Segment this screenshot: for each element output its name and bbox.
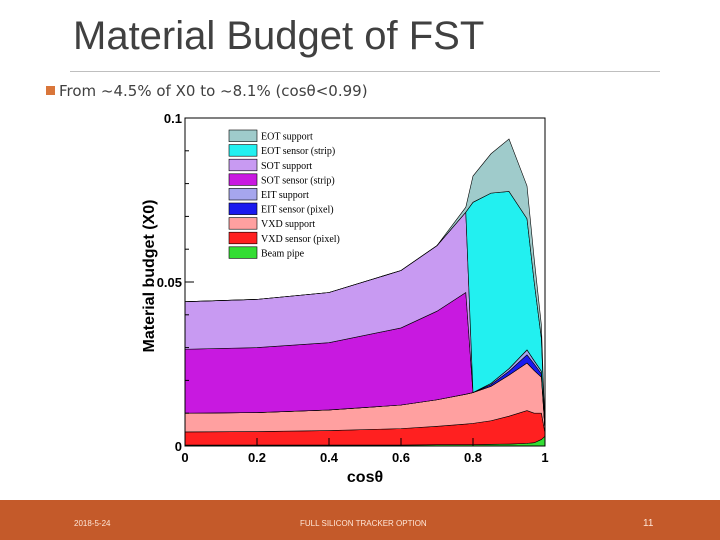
x-tick-label: 0.8: [464, 450, 482, 465]
legend-label: VXD sensor (pixel): [261, 234, 340, 245]
legend-swatch: [228, 188, 258, 201]
legend-swatch: [228, 231, 258, 245]
bullet-text: From ~4.5% of X0 to ~8.1% (cosθ<0.99): [59, 82, 368, 100]
legend-swatch: [228, 173, 258, 186]
x-tick-label: 1: [541, 450, 548, 465]
legend-label: SOT sensor (strip): [261, 175, 335, 186]
chart-legend: EOT support EOT sensor (strip) SOT support…: [225, 126, 343, 262]
legend-swatch: [228, 158, 258, 172]
y-axis-label: Material budget (X0): [141, 200, 158, 353]
footer-bar: [0, 500, 720, 540]
footer-date: 2018-5-24: [74, 519, 111, 528]
legend-label: EOT support: [261, 132, 313, 143]
legend-swatch: [228, 129, 258, 142]
legend-swatch: [228, 217, 258, 230]
y-tick-label: 0.1: [164, 111, 182, 126]
x-tick-label: 0.6: [392, 450, 410, 465]
x-tick-label: 0.4: [320, 450, 339, 465]
legend-label: VXD support: [261, 219, 315, 230]
y-tick-label: 0: [175, 439, 182, 454]
square-bullet-icon: [46, 86, 55, 95]
chart-canvas: 0 0.2 0.4 0.6 0.8 1 0 0.05 0.1 Material budget (…: [130, 108, 560, 486]
material-budget-chart: 0 0.2 0.4 0.6 0.8 1 0 0.05 0.1 Material budget (…: [130, 108, 560, 486]
legend-swatch: [228, 246, 258, 259]
legend-label: EOT sensor (strip): [261, 146, 335, 157]
legend-swatch: [228, 144, 258, 157]
y-tick-label: 0.05: [157, 275, 182, 290]
x-axis-label: cosθ: [347, 469, 383, 486]
legend-label: SOT support: [261, 161, 312, 172]
legend-label: EIT support: [261, 190, 309, 201]
area-layer: [184, 138, 546, 447]
tick-layer: 0 0.2 0.4 0.6 0.8 1 0 0.05 0.1: [157, 111, 549, 465]
slide-title: Material Budget of FST: [73, 14, 485, 58]
bullet-item: From ~4.5% of X0 to ~8.1% (cosθ<0.99): [46, 82, 368, 100]
title-divider: [70, 71, 660, 72]
x-tick-label: 0.2: [248, 450, 266, 465]
x-tick-label: 0: [181, 450, 188, 465]
legend-label: EIT sensor (pixel): [261, 205, 334, 216]
page-number: 11: [643, 518, 654, 529]
footer-title: FULL SILICON TRACKER OPTION: [300, 519, 427, 528]
legend-swatch: [228, 202, 258, 215]
legend-label: Beam pipe: [261, 248, 305, 259]
